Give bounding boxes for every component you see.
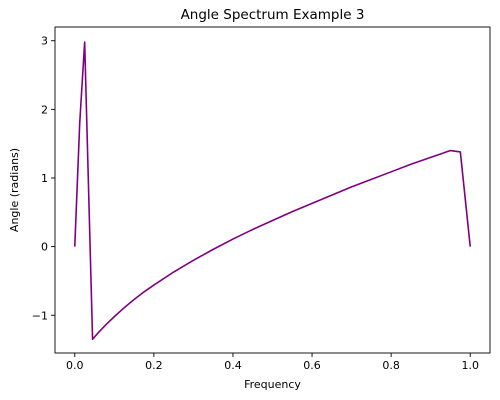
- y-tick-label: 3: [41, 35, 48, 48]
- x-tick-label: 0.0: [66, 359, 84, 372]
- axes: 0.0 0.2 0.4 0.6 0.8 1.0 −1 0 1 2 3: [32, 26, 491, 372]
- y-tick-label: −1: [32, 309, 48, 322]
- y-tick-label: 2: [41, 103, 48, 116]
- x-tick-label: 1.0: [461, 359, 479, 372]
- x-tick-label: 0.6: [303, 359, 321, 372]
- plot-frame: [54, 26, 491, 354]
- x-tick-label: 0.8: [382, 359, 400, 372]
- series-line-0: [73, 41, 472, 341]
- x-tick-label: 0.4: [224, 359, 242, 372]
- y-tick-label: 1: [41, 172, 48, 185]
- y-tick-label: 0: [41, 241, 48, 254]
- x-tick-label: 0.2: [145, 359, 163, 372]
- plot-area: [73, 41, 472, 341]
- x-axis-label: Frequency: [244, 378, 301, 391]
- y-axis-label: Angle (radians): [8, 148, 21, 232]
- chart-title: Angle Spectrum Example 3: [181, 7, 365, 23]
